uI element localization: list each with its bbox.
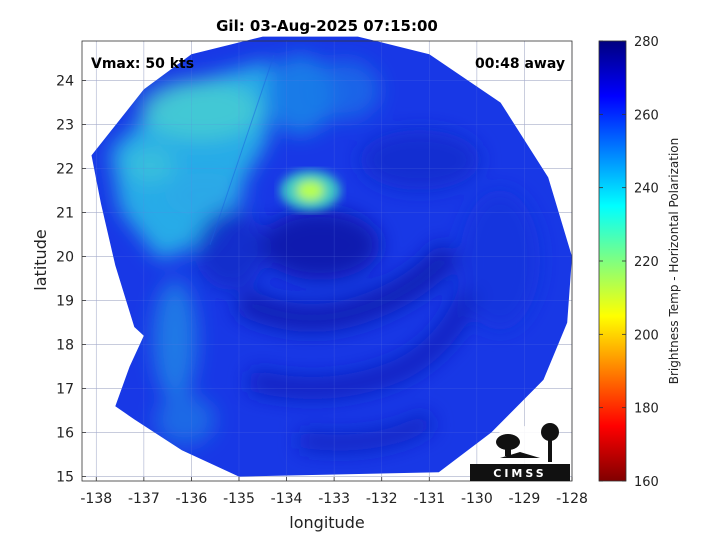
colorbar-label: Brightness Temp - Horizontal Polarizatio… <box>667 138 681 385</box>
water-tower-icon <box>541 423 559 441</box>
y-tick-label: 15 <box>56 470 74 486</box>
swath-texture <box>110 55 540 452</box>
x-tick-label: -129 <box>509 491 541 507</box>
x-axis-label: longitude <box>289 513 364 532</box>
grid-over-swath <box>82 41 572 481</box>
cimss-logo: CIMSS <box>470 423 570 481</box>
y-tick-label: 24 <box>56 74 74 90</box>
x-tick-label: -128 <box>556 491 588 507</box>
y-tick-label: 16 <box>56 426 74 442</box>
y-axis-label: latitude <box>31 229 50 290</box>
x-tick-label: -137 <box>128 491 160 507</box>
x-tick-label: -136 <box>176 491 208 507</box>
x-tick-label: -130 <box>461 491 493 507</box>
chart-title: Gil: 03-Aug-2025 07:15:00 <box>216 17 438 35</box>
colorbar-tick-label: 220 <box>634 255 659 270</box>
colorbar-tick-label: 280 <box>634 35 659 50</box>
y-tick-label: 23 <box>56 118 74 134</box>
brightness-temp-swath <box>91 36 572 477</box>
y-tick-label: 17 <box>56 382 74 398</box>
colorbar-tick-label: 260 <box>634 108 659 123</box>
y-axis-ticks: 15 16 17 18 19 20 21 22 23 24 <box>56 74 86 486</box>
x-tick-label: -133 <box>318 491 350 507</box>
scan-seam <box>209 54 275 246</box>
colorbar <box>599 41 626 481</box>
x-tick-label: -131 <box>413 491 445 507</box>
x-axis-ticks: -138 -137 -136 -135 -134 -133 -132 -131 -130 -129… <box>80 477 588 507</box>
warm-spot <box>280 170 341 211</box>
x-tick-label: -132 <box>366 491 398 507</box>
x-tick-label: -134 <box>271 491 303 507</box>
colorbar-ticks: 160 180 200 220 240 260 280 <box>599 35 659 490</box>
y-tick-label: 19 <box>56 294 74 310</box>
colorbar-tick-label: 160 <box>634 475 659 490</box>
time-away-annotation: 00:48 away <box>475 56 565 72</box>
x-tick-label: -135 <box>223 491 255 507</box>
y-tick-label: 21 <box>56 206 74 222</box>
x-tick-label: -138 <box>80 491 112 507</box>
logo-text: CIMSS <box>493 467 546 480</box>
y-tick-label: 20 <box>56 250 74 266</box>
colorbar-tick-label: 240 <box>634 182 659 197</box>
colorbar-tick-label: 200 <box>634 328 659 343</box>
axes-frame <box>81 40 573 482</box>
y-tick-label: 22 <box>56 162 74 178</box>
colorbar-tick-label: 180 <box>634 402 659 417</box>
y-tick-label: 18 <box>56 338 74 354</box>
vmax-annotation: Vmax: 50 kts <box>91 56 194 72</box>
